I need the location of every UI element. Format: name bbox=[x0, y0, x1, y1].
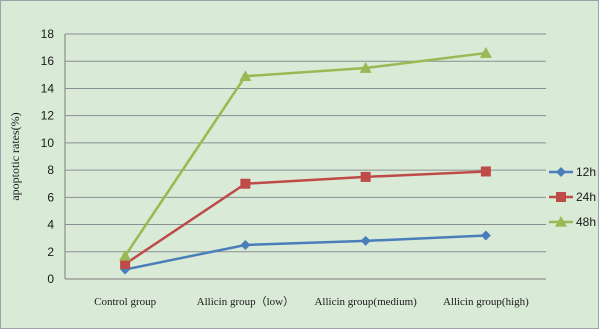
y-tick-label: 10 bbox=[41, 136, 55, 150]
y-tick-label: 0 bbox=[47, 272, 54, 286]
data-point bbox=[239, 70, 252, 81]
series-48h bbox=[119, 47, 492, 261]
data-point bbox=[480, 230, 491, 241]
legend: 12h 24h 48h bbox=[549, 165, 596, 229]
legend-item-48h: 48h bbox=[549, 215, 596, 229]
x-tick-label: Allicin group(high) bbox=[443, 296, 529, 308]
series-24h bbox=[120, 166, 491, 270]
legend-label: 24h bbox=[576, 190, 596, 204]
data-point bbox=[119, 249, 132, 261]
y-tick-label: 14 bbox=[41, 81, 55, 95]
y-tick-label: 8 bbox=[47, 163, 54, 177]
y-tick-label: 12 bbox=[41, 109, 55, 123]
axes: 0 2 4 6 8 10 12 14 16 18 Control group Allicin grou… bbox=[41, 27, 546, 308]
legend-label: 12h bbox=[576, 165, 596, 179]
x-tick-label: Allicin group(medium) bbox=[314, 296, 417, 308]
legend-marker bbox=[556, 167, 566, 177]
series-line bbox=[124, 170, 486, 266]
series-group bbox=[119, 47, 492, 275]
gridlines bbox=[65, 33, 546, 253]
data-point bbox=[359, 62, 372, 73]
y-tick-label: 6 bbox=[47, 190, 54, 204]
x-tick-label: Control group bbox=[94, 296, 157, 308]
x-tick-label: Allicin group（low） bbox=[197, 295, 294, 308]
legend-marker bbox=[556, 192, 566, 202]
data-point bbox=[240, 178, 251, 189]
series-line bbox=[124, 234, 486, 271]
series-12h bbox=[120, 230, 491, 275]
legend-item-12h: 12h bbox=[549, 165, 596, 179]
y-tick-label: 18 bbox=[41, 27, 55, 41]
data-point bbox=[360, 171, 371, 182]
legend-label: 48h bbox=[576, 215, 596, 229]
data-point bbox=[360, 235, 371, 246]
y-tick-label: 16 bbox=[41, 54, 55, 68]
data-point bbox=[240, 239, 251, 250]
data-point bbox=[479, 47, 492, 58]
data-point bbox=[480, 166, 491, 177]
legend-marker bbox=[555, 216, 567, 227]
y-axis-title: apoptotic rates(%) bbox=[8, 112, 22, 200]
y-tick-label: 4 bbox=[47, 218, 54, 232]
data-point bbox=[120, 259, 131, 270]
series-line bbox=[124, 51, 487, 257]
y-tick-label: 2 bbox=[47, 245, 54, 259]
legend-item-24h: 24h bbox=[549, 190, 596, 204]
